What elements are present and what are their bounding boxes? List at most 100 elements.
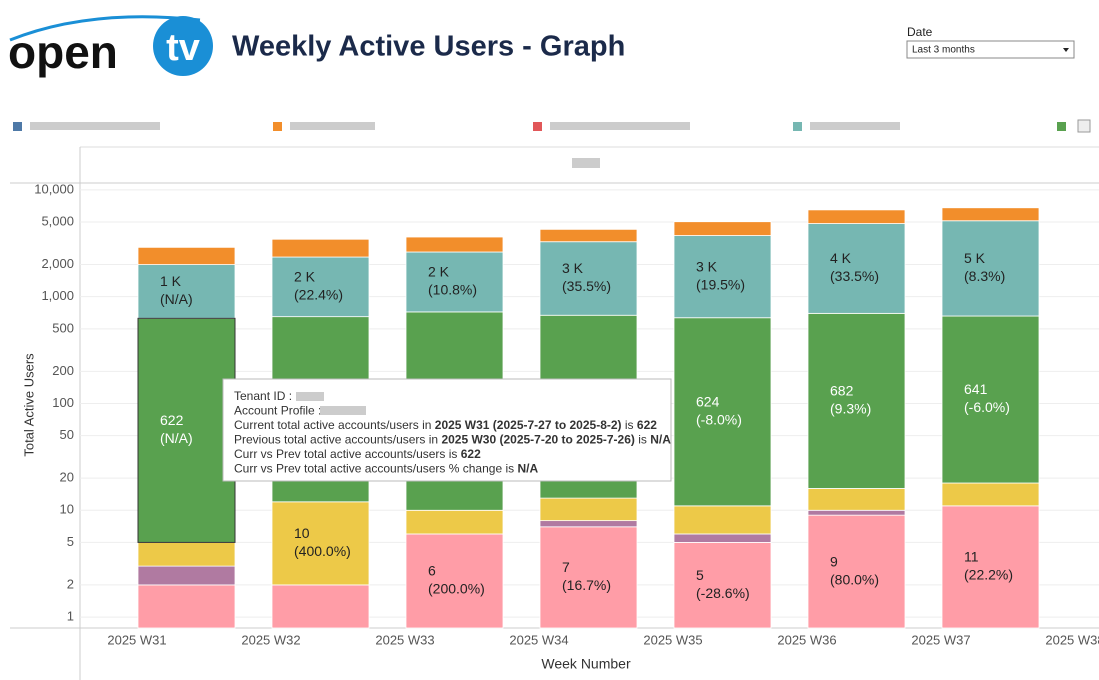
data-label: 6 (428, 563, 436, 579)
bar-segment (941, 207, 1040, 222)
bar-segment (807, 312, 906, 489)
legend-swatch (533, 122, 542, 131)
data-label: 10 (294, 525, 310, 541)
data-label: (8.3%) (964, 268, 1005, 284)
data-label: (16.7%) (562, 577, 611, 593)
bar-segment (137, 317, 236, 543)
y-tick-label: 1,000 (41, 288, 74, 303)
bar-segment (673, 533, 772, 543)
bar-segment (941, 315, 1040, 484)
y-tick-label: 500 (52, 320, 74, 335)
legend-swatch (273, 122, 282, 131)
data-label: (19.5%) (696, 276, 745, 292)
data-label: (200.0%) (428, 581, 485, 597)
title: Weekly Active Users - Graph (232, 31, 625, 63)
logo-text: open (8, 26, 118, 78)
tooltip-text: is (635, 433, 650, 447)
y-tick-label: 50 (60, 427, 74, 442)
bar-segment (807, 514, 906, 629)
data-label: (-8.0%) (696, 411, 742, 427)
bar-segment (807, 509, 906, 516)
y-tick-label: 5 (67, 534, 74, 549)
data-label: (N/A) (160, 291, 193, 307)
legend-blur (810, 122, 900, 130)
tooltip-text: Tenant ID : (234, 389, 292, 403)
data-label: 2 K (428, 264, 450, 280)
bar-segment (137, 542, 236, 567)
bar-segment (271, 256, 370, 318)
tooltip-text: N/A (517, 462, 538, 476)
legend-swatch (793, 122, 802, 131)
bar-segment (137, 246, 236, 266)
data-label: 682 (830, 383, 854, 399)
tooltip-text: 2025 W30 (2025-7-20 to 2025-7-26) (441, 433, 634, 447)
data-label: 624 (696, 393, 720, 409)
tooltip-line: Curr vs Prev total active accounts/users… (234, 447, 481, 461)
bar-segment (137, 584, 236, 629)
bar-segment (137, 565, 236, 586)
tooltip-line: Curr vs Prev total active accounts/users… (234, 462, 538, 476)
data-label: 5 K (964, 250, 986, 266)
data-label: (-6.0%) (964, 399, 1010, 415)
tooltip-line: Previous total active accounts/users in … (234, 433, 671, 447)
bar-segment (807, 209, 906, 224)
bar-segment (271, 501, 370, 586)
y-tick-label: 20 (60, 470, 74, 485)
logo-circle (153, 16, 213, 76)
legend-blur (30, 122, 160, 130)
y-axis-label: Total Active Users (21, 353, 36, 457)
y-tick-label: 2 (67, 576, 74, 591)
legend-blur (290, 122, 375, 130)
y-tick-label: 200 (52, 363, 74, 378)
x-tick-label: 2025 W33 (375, 632, 434, 647)
tooltip-text: N/A (650, 433, 671, 447)
x-tick-label: 2025 W35 (643, 632, 702, 647)
filter-dropdown[interactable] (906, 40, 1075, 59)
bar-segment (405, 533, 504, 629)
tooltip: Tenant ID : Account Profile : Current to… (222, 378, 672, 482)
tooltip-line: Account Profile : (234, 404, 321, 418)
legend-scroll[interactable] (1077, 119, 1091, 133)
y-tick-label: 10,000 (34, 181, 74, 196)
logo: open tv (8, 15, 213, 78)
x-tick-label: 2025 W31 (107, 632, 166, 647)
logo-text: tv (166, 27, 200, 69)
bar-segment (673, 317, 772, 507)
data-label: 622 (160, 412, 184, 428)
tooltip-text: Curr vs Prev total active accounts/users… (234, 462, 517, 476)
tooltip-text: Account Profile : (234, 404, 321, 418)
filter-value: Last 3 months (912, 45, 975, 56)
y-tick-label: 2,000 (41, 256, 74, 271)
legend (13, 119, 1091, 133)
bar-segment (271, 584, 370, 629)
bar-segment (673, 542, 772, 629)
bar-segment (539, 520, 638, 528)
data-label: (N/A) (160, 430, 193, 446)
x-tick-label: 2025 W37 (911, 632, 970, 647)
data-label: 641 (964, 381, 988, 397)
bar-segment (807, 223, 906, 314)
x-axis-label: Week Number (541, 656, 631, 672)
bar-segment (539, 228, 638, 243)
tooltip-blur (296, 392, 324, 401)
bar-segment (673, 221, 772, 236)
bar-segment (807, 488, 906, 511)
x-tick-label: 2025 W36 (777, 632, 836, 647)
bar-segment (137, 264, 236, 319)
bar-segment (539, 497, 638, 522)
legend-swatch (1057, 122, 1066, 131)
data-label: 3 K (562, 260, 584, 276)
tooltip-text: 2025 W31 (2025-7-27 to 2025-8-2) (435, 418, 622, 432)
x-tick-label: 2025 W32 (241, 632, 300, 647)
bar-segment (405, 236, 504, 253)
x-tick-label: 2025 W38 (1045, 632, 1099, 647)
tooltip-text: 622 (637, 418, 657, 432)
data-label: 11 (964, 549, 979, 565)
bar-segment (673, 235, 772, 319)
data-label: 2 K (294, 269, 316, 285)
bar-segment (941, 482, 1040, 507)
y-tick-label: 10 (60, 502, 74, 517)
data-label: 4 K (830, 250, 852, 266)
tooltip-blur (320, 406, 366, 415)
